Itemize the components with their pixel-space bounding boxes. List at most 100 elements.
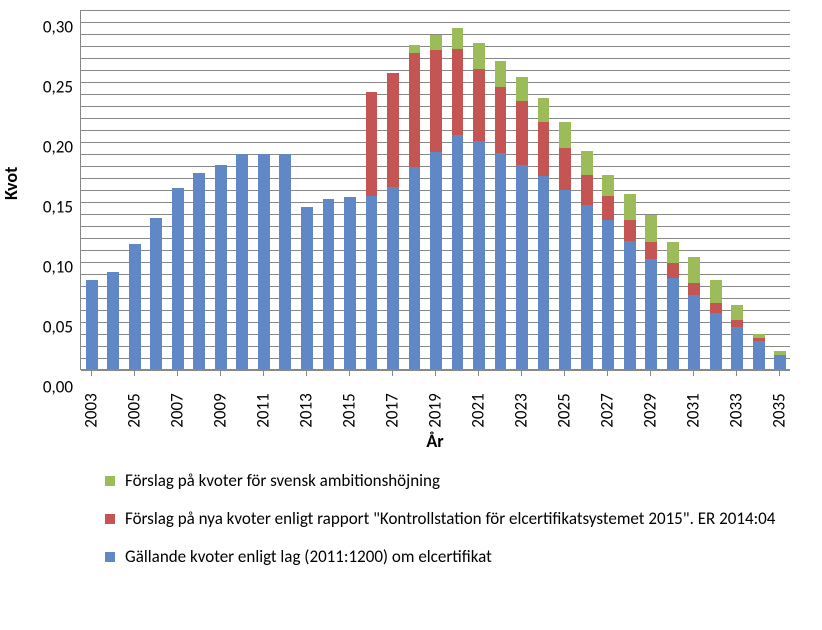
x-tick-label: 2009 <box>209 391 230 431</box>
x-tick-mark <box>263 370 264 376</box>
legend-label: Gällande kvoter enligt lag (2011:1200) o… <box>125 546 492 568</box>
legend-item-kontrollstation: Förslag på nya kvoter enligt rapport "Ko… <box>105 508 785 530</box>
x-tick-mark <box>779 370 780 376</box>
x-tick-mark <box>650 370 651 376</box>
x-tick-label: 2015 <box>338 391 359 431</box>
y-tick-label: 0,05 <box>25 319 73 336</box>
bar-segment-kontrollstation <box>495 87 507 153</box>
bar-segment-ambitionshojning <box>516 77 528 101</box>
bar-segment-kontrollstation <box>581 175 593 205</box>
bar-segment-gallande <box>107 272 119 369</box>
bar-segment-ambitionshojning <box>731 305 743 319</box>
x-tick-mark <box>693 370 694 376</box>
bar-segment-gallande <box>581 205 593 369</box>
bar-col <box>602 175 614 369</box>
x-tick-mark <box>177 370 178 376</box>
bar-segment-ambitionshojning <box>452 28 464 48</box>
bar-col <box>624 194 636 369</box>
bar-col <box>86 280 98 369</box>
x-tick-mark <box>736 370 737 376</box>
bar-segment-gallande <box>301 207 313 369</box>
bar-segment-ambitionshojning <box>645 215 657 241</box>
x-tick-label: 2013 <box>295 391 316 431</box>
bar-segment-gallande <box>688 295 700 369</box>
bar-segment-gallande <box>602 220 614 369</box>
bar-segment-kontrollstation <box>430 50 442 152</box>
x-tick-label: 2021 <box>468 391 489 431</box>
x-axis-label: År <box>80 430 790 452</box>
x-tick-label: 2023 <box>511 391 532 431</box>
bar-segment-kontrollstation <box>710 303 722 313</box>
bar-col <box>366 92 378 369</box>
bar-segment-gallande <box>129 244 141 369</box>
bar-segment-ambitionshojning <box>667 242 679 264</box>
bar-segment-gallande <box>710 313 722 369</box>
legend-swatch <box>105 552 115 562</box>
bar-segment-gallande <box>150 218 162 369</box>
bar-segment-gallande <box>323 199 335 369</box>
bar-segment-gallande <box>172 188 184 369</box>
bar-col <box>774 351 786 369</box>
x-tick-mark <box>306 370 307 376</box>
bar-col <box>236 154 248 369</box>
legend-swatch <box>105 514 115 524</box>
bar-segment-gallande <box>667 278 679 369</box>
bar-segment-kontrollstation <box>409 53 421 167</box>
x-tick-label: 2005 <box>123 391 144 431</box>
bar-col <box>667 242 679 369</box>
bar-segment-gallande <box>193 173 205 369</box>
bar-segment-gallande <box>452 135 464 369</box>
x-tick-label: 2029 <box>640 391 661 431</box>
x-tick-mark <box>607 370 608 376</box>
x-tick-mark <box>349 370 350 376</box>
bar-col <box>129 244 141 369</box>
bar-segment-ambitionshojning <box>409 45 421 53</box>
bar-col <box>452 28 464 369</box>
bar-segment-gallande <box>215 165 227 369</box>
bar-segment-gallande <box>559 190 571 369</box>
bar-segment-ambitionshojning <box>688 257 700 282</box>
bar-col <box>516 77 528 369</box>
bar-segment-kontrollstation <box>645 242 657 259</box>
bar-segment-kontrollstation <box>452 49 464 135</box>
bar-col <box>409 45 421 369</box>
bar-col <box>473 43 485 369</box>
bar-col <box>301 207 313 369</box>
y-tick-label: 0,30 <box>25 19 73 36</box>
bar-segment-kontrollstation <box>366 92 378 196</box>
bar-segment-gallande <box>409 167 421 369</box>
x-tick-label: 2003 <box>80 391 101 431</box>
y-tick-label: 0,20 <box>25 139 73 156</box>
bar-col <box>323 199 335 369</box>
bar-col <box>193 173 205 369</box>
bar-col <box>559 122 571 369</box>
bar-col <box>279 154 291 369</box>
bar-segment-gallande <box>516 165 528 369</box>
bar-segment-ambitionshojning <box>581 151 593 175</box>
x-tick-label: 2019 <box>425 391 446 431</box>
y-tick-label: 0,10 <box>25 259 73 276</box>
bar-segment-kontrollstation <box>624 220 636 240</box>
bar-col <box>430 35 442 369</box>
x-tick-label: 2007 <box>166 391 187 431</box>
x-tick-mark <box>521 370 522 376</box>
legend-swatch <box>105 476 115 486</box>
bar-segment-ambitionshojning <box>473 43 485 69</box>
bar-segment-gallande <box>258 154 270 369</box>
bar-col <box>215 165 227 369</box>
bar-segment-gallande <box>366 196 378 369</box>
bar-segment-gallande <box>236 154 248 369</box>
bar-segment-ambitionshojning <box>602 175 614 197</box>
x-tick-label: 2033 <box>726 391 747 431</box>
bar-segment-gallande <box>430 152 442 369</box>
bar-col <box>645 215 657 369</box>
bar-col <box>581 151 593 369</box>
bar-segment-ambitionshojning <box>430 35 442 49</box>
bar-col <box>753 334 765 369</box>
bar-segment-kontrollstation <box>387 73 399 187</box>
bar-col <box>172 188 184 369</box>
bar-col <box>150 218 162 369</box>
legend-label: Förslag på nya kvoter enligt rapport "Ko… <box>125 508 775 530</box>
bar-segment-kontrollstation <box>688 283 700 295</box>
bar-segment-kontrollstation <box>473 69 485 141</box>
